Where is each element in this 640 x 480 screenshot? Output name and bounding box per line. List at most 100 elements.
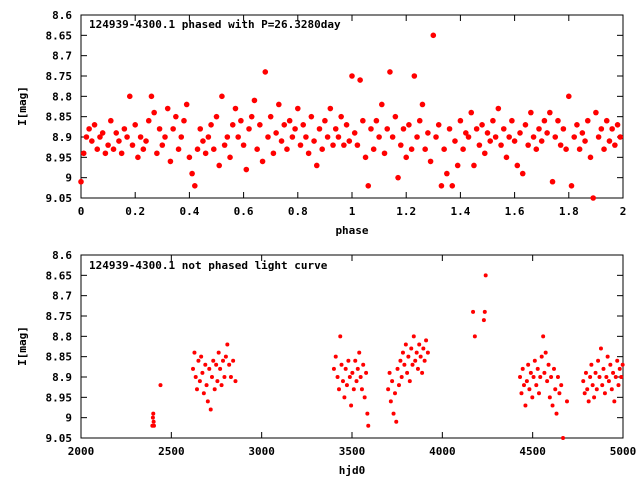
data-point (604, 375, 609, 379)
data-point (403, 154, 410, 161)
data-point (151, 109, 157, 116)
data-point (387, 69, 393, 75)
data-point (579, 130, 586, 136)
data-point (495, 105, 502, 112)
data-point (105, 142, 111, 148)
data-point (210, 146, 217, 152)
data-point (178, 134, 185, 140)
data-point (223, 354, 228, 359)
data-point (300, 122, 307, 128)
tick-group: 0 0.2 0.4 0.6 0.8 1 1.2 1.4 1.6 1.8 2 8.6 8.65 8.7 8.7… (46, 9, 627, 218)
data-point (542, 370, 547, 375)
data-point (614, 122, 621, 128)
data-point (209, 375, 214, 379)
data-point (590, 383, 595, 388)
data-point (148, 93, 155, 100)
data-point (422, 146, 428, 152)
data-point (413, 358, 418, 363)
data-point (278, 138, 285, 144)
data-point (366, 423, 371, 428)
data-point (140, 146, 147, 152)
data-point (254, 146, 260, 152)
x-tick-label: 2000 (68, 445, 95, 458)
data-point (444, 170, 450, 177)
data-point (396, 383, 401, 388)
data-point (365, 183, 372, 189)
data-point (552, 134, 559, 140)
data-point (530, 395, 535, 400)
data-point (503, 154, 510, 161)
data-point (587, 154, 594, 161)
x-tick-label: 1.2 (396, 205, 416, 218)
data-point (399, 375, 404, 379)
data-point (305, 150, 312, 157)
y-axis-label: I[mag] (16, 86, 29, 126)
data-point (324, 134, 331, 140)
data-point (528, 370, 533, 375)
data-point (205, 399, 210, 404)
data-point (514, 162, 521, 169)
data-point (126, 93, 133, 100)
data-point (108, 117, 114, 124)
x-tick-label: 1.8 (559, 205, 579, 218)
y-tick-label: 8.6 (52, 9, 72, 22)
data-point (593, 370, 598, 375)
chart-title: 124939-4300.1 phased with P=26.3280day (89, 18, 341, 31)
data-point (156, 126, 163, 132)
data-point (219, 383, 224, 388)
data-point (379, 101, 385, 108)
data-point (360, 117, 366, 124)
data-point (194, 146, 201, 152)
data-point (408, 146, 415, 152)
data-point (528, 109, 534, 116)
data-point (617, 134, 624, 140)
data-point (511, 138, 518, 144)
data-point (532, 358, 537, 363)
data-point (553, 387, 558, 392)
data-point (424, 338, 429, 343)
data-point (597, 375, 602, 379)
data-point (143, 138, 149, 144)
data-point (417, 342, 422, 347)
data-point (151, 419, 156, 424)
data-point (97, 134, 103, 140)
data-point (527, 387, 532, 392)
data-point (246, 126, 252, 132)
data-point (420, 370, 425, 375)
data-point (405, 370, 410, 375)
data-point (613, 375, 618, 379)
data-point (233, 379, 238, 384)
data-point (262, 69, 269, 75)
x-tick-label: 0.2 (125, 205, 145, 218)
data-point (333, 354, 338, 359)
data-point (616, 383, 621, 388)
data-point (351, 387, 356, 392)
data-point (353, 358, 358, 363)
data-point (395, 366, 400, 371)
y-tick-label: 8.9 (52, 371, 72, 384)
data-point (595, 134, 602, 140)
data-point (471, 162, 477, 169)
data-point (370, 146, 377, 152)
data-point (200, 138, 206, 144)
data-point (365, 411, 370, 416)
data-point (118, 150, 125, 157)
data-point (393, 391, 397, 396)
data-point (590, 195, 596, 201)
data-point (433, 134, 439, 140)
data-point (259, 158, 266, 165)
data-point (435, 122, 442, 128)
data-point (411, 334, 416, 339)
data-point (137, 134, 144, 140)
data-point (551, 366, 556, 371)
data-point (386, 387, 391, 392)
x-tick-label: 0.8 (288, 205, 308, 218)
data-point (472, 334, 477, 339)
x-axis-label: hjd0 (339, 464, 366, 477)
data-point (525, 142, 531, 148)
data-point (257, 122, 263, 128)
data-point (91, 122, 98, 128)
data-point (222, 375, 227, 379)
data-point (364, 370, 369, 375)
